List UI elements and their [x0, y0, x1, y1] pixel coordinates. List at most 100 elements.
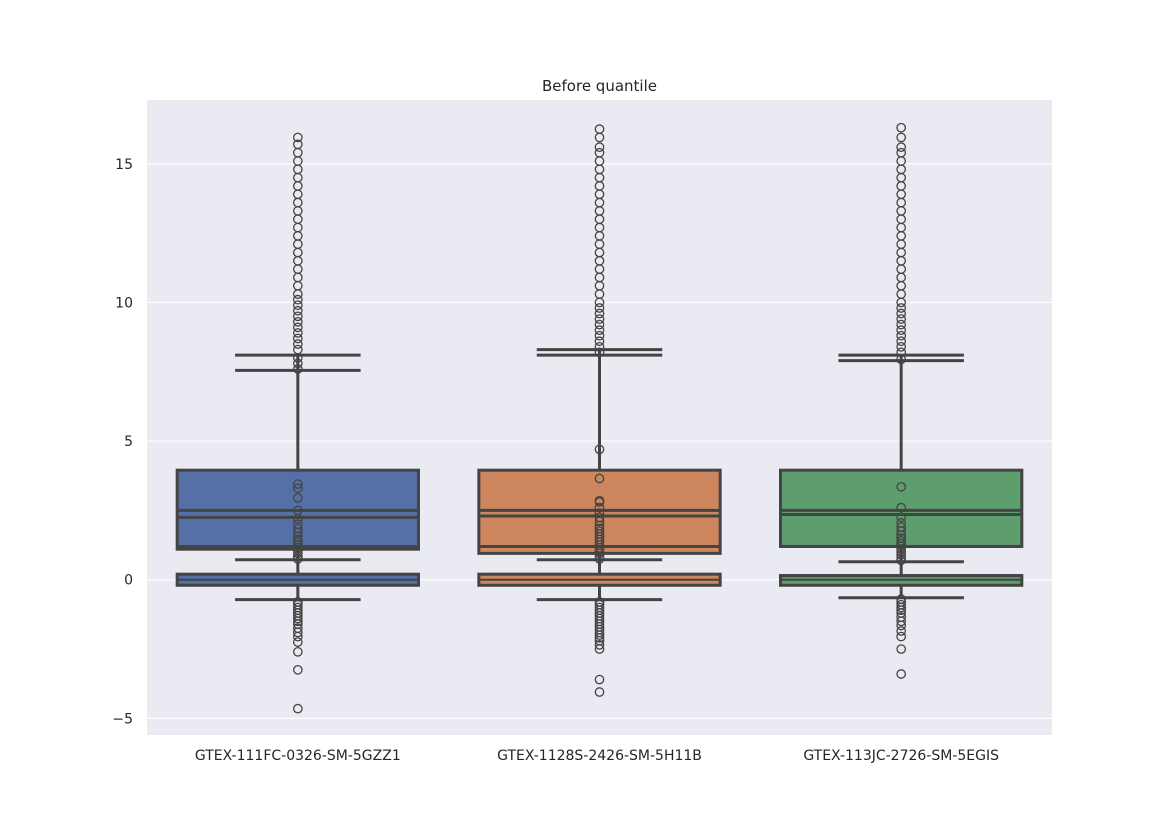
- outlier-point: [896, 308, 907, 319]
- outlier-point: [896, 616, 907, 627]
- outlier-point: [896, 347, 907, 358]
- outlier-point: [292, 294, 303, 305]
- outlier-point: [292, 333, 303, 344]
- outlier-point: [896, 620, 907, 631]
- outlier-point: [896, 626, 907, 636]
- outlier-point: [594, 526, 605, 537]
- outlier-point: [292, 627, 303, 638]
- outlier-point: [594, 512, 605, 523]
- outlier-point: [594, 502, 605, 513]
- x-axis-ticks: GTEX-111FC-0326-SM-5GZZ1 GTEX-1128S-2426-…: [195, 748, 999, 764]
- outlier-point: [896, 522, 907, 532]
- outlier-point: [292, 534, 303, 545]
- outlier-point: [292, 328, 303, 338]
- outlier-point: [292, 703, 303, 714]
- y-tick-label: 10: [115, 295, 133, 311]
- outlier-point: [292, 300, 303, 311]
- outlier-point: [292, 637, 303, 647]
- outlier-point: [292, 613, 303, 624]
- box-group: [175, 132, 420, 714]
- outlier-point: [896, 354, 907, 365]
- outlier-point: [292, 664, 303, 675]
- outlier-point: [292, 322, 303, 333]
- outlier-point: [896, 512, 907, 523]
- outlier-point: [292, 305, 303, 316]
- box-group: [779, 122, 1024, 679]
- outlier-point: [292, 631, 303, 642]
- outlier-point: [896, 147, 907, 158]
- outlier-point: [292, 483, 303, 494]
- chart-title: Before quantile: [542, 77, 657, 95]
- outlier-point: [594, 473, 605, 484]
- outlier-point: [594, 142, 605, 152]
- outlier-point: [896, 533, 907, 543]
- outlier-point: [594, 640, 605, 650]
- x-tick-label: GTEX-113JC-2726-SM-5EGIS: [803, 748, 999, 764]
- outlier-point: [292, 646, 303, 657]
- outlier-point: [594, 319, 605, 330]
- outlier-point: [594, 508, 605, 519]
- outlier-point: [594, 330, 605, 341]
- outlier-point: [594, 303, 605, 313]
- outlier-point: [896, 336, 907, 347]
- outlier-point: [292, 519, 303, 530]
- x-tick-label: GTEX-1128S-2426-SM-5H11B: [497, 748, 702, 764]
- outlier-point: [896, 341, 907, 352]
- outlier-point: [594, 336, 605, 347]
- outlier-point: [292, 523, 303, 534]
- outlier-point: [292, 479, 303, 489]
- outlier-point: [896, 122, 907, 133]
- outlier-point: [594, 147, 605, 158]
- outlier-point: [594, 523, 605, 534]
- outlier-point: [896, 502, 907, 513]
- outlier-point: [896, 602, 907, 613]
- outlier-point: [594, 674, 605, 685]
- box-group: [477, 124, 722, 697]
- outlier-point: [292, 358, 303, 369]
- outlier-point: [292, 493, 303, 503]
- y-tick-label: −5: [112, 711, 133, 727]
- outlier-point: [896, 319, 907, 330]
- outlier-point: [594, 633, 605, 643]
- outlier-point: [594, 630, 605, 641]
- outlier-point: [896, 669, 907, 679]
- outlier-point: [292, 339, 303, 349]
- outlier-point: [292, 139, 303, 150]
- outlier-point: [292, 344, 303, 355]
- outlier-point: [896, 536, 907, 546]
- outlier-point: [594, 687, 605, 697]
- y-tick-label: 15: [115, 157, 133, 173]
- outlier-point: [896, 481, 907, 492]
- outlier-point: [292, 537, 303, 548]
- outlier-point: [292, 132, 303, 143]
- outlier-point: [896, 303, 907, 313]
- outlier-point: [594, 495, 605, 506]
- outlier-point: [594, 341, 605, 352]
- outlier-point: [292, 364, 303, 374]
- outlier-point: [292, 616, 303, 627]
- outlier-point: [594, 314, 605, 324]
- outlier-point: [896, 605, 907, 616]
- outlier-point: [896, 325, 907, 336]
- outlier-point: [292, 316, 303, 327]
- y-tick-label: 5: [124, 434, 133, 450]
- outlier-point: [292, 505, 303, 516]
- outlier-point: [594, 325, 605, 336]
- outlier-point: [896, 142, 907, 152]
- outlier-point: [896, 314, 907, 324]
- outlier-point: [896, 132, 907, 143]
- outlier-point: [594, 124, 605, 134]
- y-tick-label: 0: [124, 573, 133, 589]
- boxes: [175, 122, 1024, 714]
- outlier-point: [292, 311, 303, 322]
- outlier-point: [896, 631, 907, 642]
- outlier-point: [594, 444, 605, 455]
- outlier-point: [896, 330, 907, 341]
- outlier-point: [896, 644, 907, 654]
- x-tick-label: GTEX-111FC-0326-SM-5GZZ1: [195, 748, 401, 764]
- outlier-point: [594, 644, 605, 654]
- y-axis-ticks: −5 0 5 10 15: [112, 157, 133, 728]
- outlier-point: [594, 347, 605, 358]
